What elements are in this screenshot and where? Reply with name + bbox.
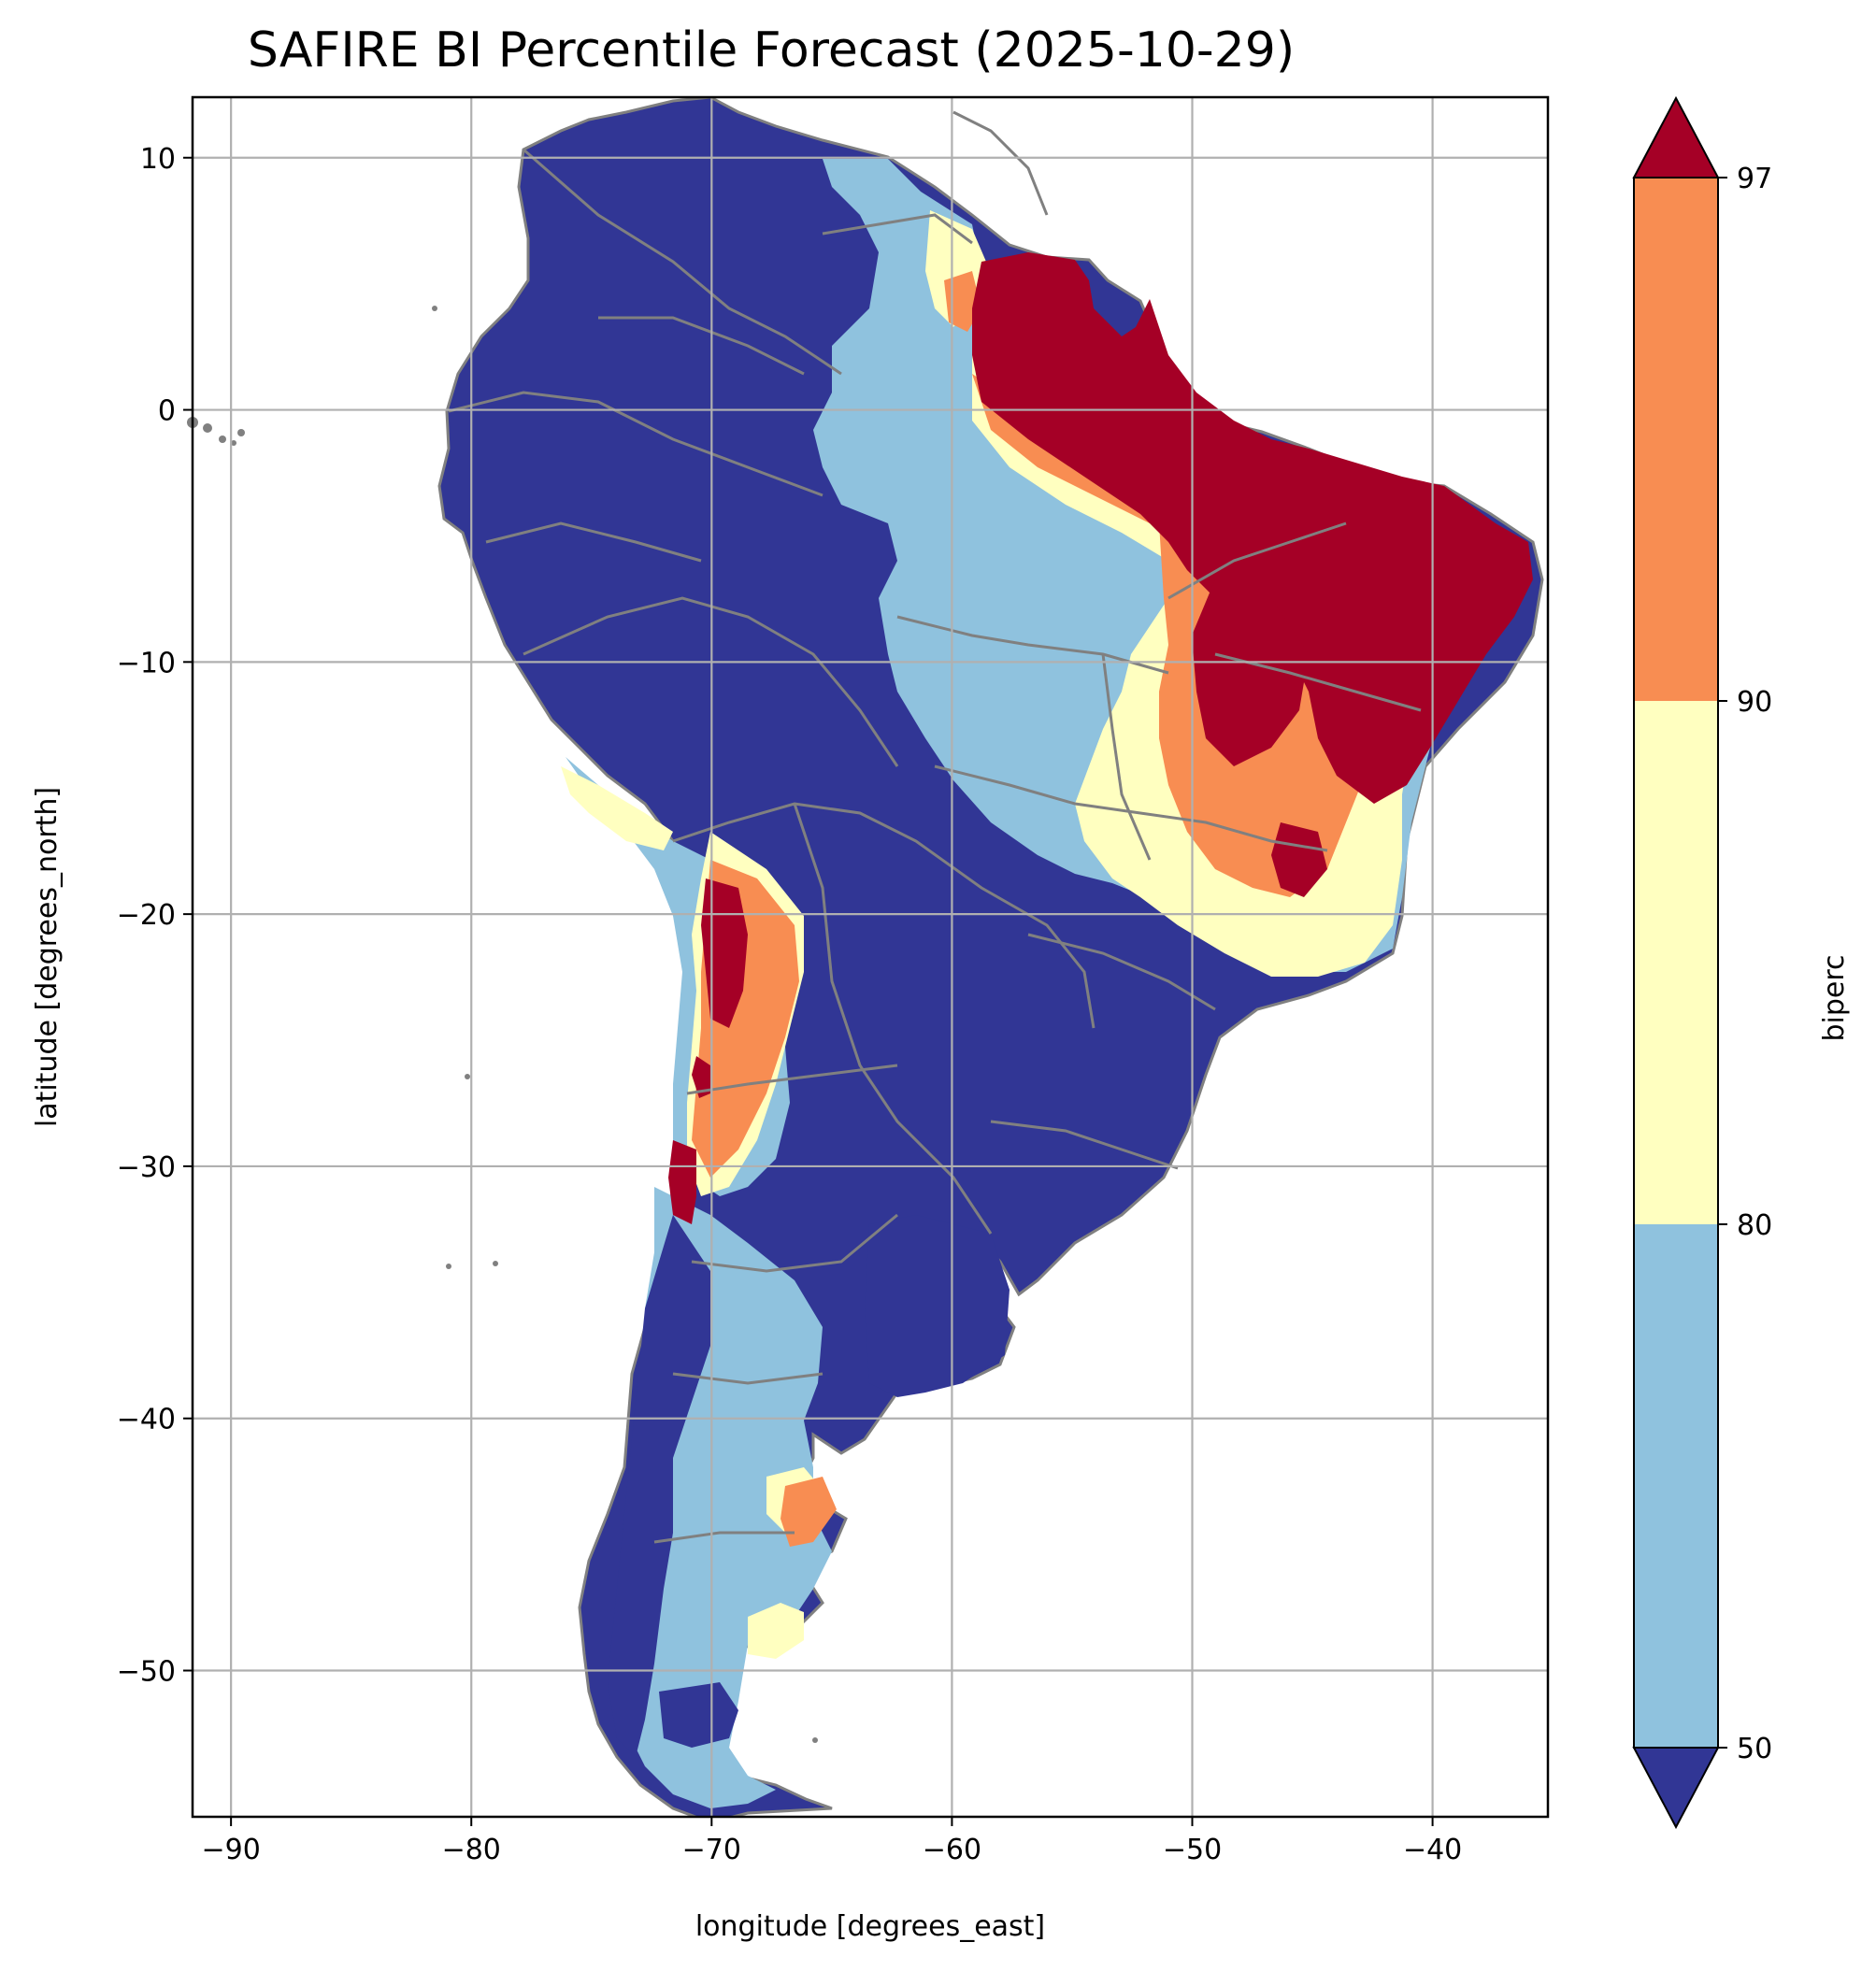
y-tick-label: 10: [140, 143, 176, 176]
zone-80-90-coast-north: [561, 766, 673, 850]
zone-below50-pampas: [865, 1215, 1010, 1397]
colorbar-extend-max: [1632, 95, 1720, 179]
colorbar-bin: [1634, 701, 1718, 1224]
grid-lines: [193, 97, 1548, 1817]
x-tick-label: −50: [1163, 1834, 1222, 1866]
y-tick-label: −30: [117, 1151, 176, 1184]
y-tick-label: 0: [158, 395, 176, 428]
colorbar-tick-label: 90: [1737, 686, 1772, 719]
colorbar-frame: [1633, 177, 1719, 1749]
colorbar-tick-label: 97: [1737, 163, 1772, 195]
colorbar-bin: [1634, 1224, 1718, 1748]
y-tick-label: −10: [117, 647, 176, 679]
y-axis-label: latitude [degrees_north]: [31, 787, 64, 1127]
y-tick-label: −40: [117, 1404, 176, 1436]
zone-above97-chile: [668, 1140, 696, 1224]
land-layer: [437, 97, 1544, 1817]
x-axis-label: longitude [degrees_east]: [695, 1910, 1045, 1943]
zone-80-90-patagonia: [748, 1603, 804, 1659]
axes-frame: [191, 95, 1550, 1819]
zone-above97-atacama: [701, 878, 748, 1028]
zone-above97-bahia: [1271, 822, 1327, 897]
zone-above97-cuyo: [692, 1056, 710, 1098]
colorbar-extend-min: [1632, 1747, 1720, 1830]
zone-90-97-chubut: [780, 1477, 837, 1547]
x-axis-ticks: −90 −80 −70 −60 −50 −40: [201, 1817, 1462, 1866]
colorbar: 50 80 90 97: [1632, 95, 1772, 1830]
country-borders: [448, 110, 1422, 1544]
colorbar-label: biperc: [1818, 954, 1851, 1041]
zone-above97-piaui: [1192, 579, 1309, 766]
y-axis-ticks: 10 0 −10 −20 −30 −40 −50: [117, 143, 193, 1689]
zone-below50-patagonia: [608, 1215, 710, 1757]
y-tick-label: −20: [117, 899, 176, 932]
colorbar-bin: [1634, 178, 1718, 701]
zone-below50-tierra: [659, 1682, 738, 1748]
chart-title: SAFIRE BI Percentile Forecast (2025-10-2…: [247, 22, 1296, 79]
x-tick-label: −90: [201, 1834, 260, 1866]
x-tick-label: −40: [1403, 1834, 1462, 1866]
colorbar-tick-label: 80: [1737, 1209, 1772, 1242]
map-axes: −90 −80 −70 −60 −50 −40 10 0 −10 −20 −30 −40 −50 lo…: [31, 95, 1550, 1943]
zone-above97-north: [972, 252, 1533, 804]
y-tick-label: −50: [117, 1656, 176, 1689]
x-tick-label: −60: [923, 1834, 981, 1866]
colorbar-tick-label: 50: [1737, 1733, 1772, 1765]
x-tick-label: −70: [682, 1834, 741, 1866]
x-tick-label: −80: [442, 1834, 501, 1866]
